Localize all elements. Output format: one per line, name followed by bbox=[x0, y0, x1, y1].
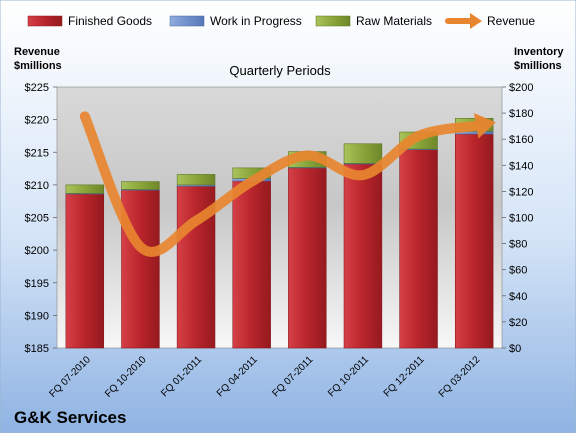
y-right-tick-label: $60 bbox=[509, 265, 527, 277]
y-right-axis-title-line1: Inventory bbox=[514, 46, 564, 58]
bar-raw-materials bbox=[343, 143, 383, 164]
y-right-tick-label: $180 bbox=[509, 108, 533, 120]
legend: Finished Goods Work in Progress Raw Mate… bbox=[27, 13, 535, 29]
chart-title: Quarterly Periods bbox=[229, 63, 331, 78]
legend-label-revenue: Revenue bbox=[487, 14, 535, 28]
y-left-tick-label: $200 bbox=[25, 245, 49, 257]
bars bbox=[65, 118, 494, 349]
y-left-tick-label: $220 bbox=[25, 115, 49, 127]
company-name: G&K Services bbox=[14, 408, 126, 427]
y-right-tick-label: $100 bbox=[509, 213, 533, 225]
y-right-axis-title-line2: $millions bbox=[514, 60, 562, 72]
legend-swatch-work-in-progress bbox=[169, 15, 205, 27]
y-right-tick-label: $0 bbox=[509, 343, 521, 355]
legend-item-finished-goods: Finished Goods bbox=[27, 14, 152, 28]
legend-item-raw-materials: Raw Materials bbox=[315, 14, 432, 28]
y-left-tick-label: $210 bbox=[25, 180, 49, 192]
y-left-tick-label: $205 bbox=[25, 213, 49, 225]
bar-finished-goods bbox=[343, 163, 383, 349]
y-right-tick-label: $200 bbox=[509, 82, 533, 94]
legend-item-work-in-progress: Work in Progress bbox=[169, 14, 302, 28]
legend-label-work-in-progress: Work in Progress bbox=[210, 14, 302, 28]
y-left-tick-label: $190 bbox=[25, 310, 49, 322]
y-right-ticks: $0 $20 $40 $60 $80 $100 $120 $140 $160 $180 $200 bbox=[502, 82, 533, 355]
bar-finished-goods bbox=[232, 180, 271, 349]
bar-finished-goods bbox=[454, 133, 494, 349]
y-left-tick-label: $185 bbox=[25, 343, 49, 355]
bar-raw-materials bbox=[121, 181, 160, 190]
y-right-tick-label: $20 bbox=[509, 317, 527, 329]
y-left-tick-label: $225 bbox=[25, 82, 49, 94]
bar-finished-goods bbox=[121, 189, 160, 349]
legend-label-finished-goods: Finished Goods bbox=[68, 14, 152, 28]
y-right-tick-label: $40 bbox=[509, 291, 527, 303]
legend-swatch-finished-goods bbox=[27, 15, 63, 27]
revenue-arrowhead bbox=[473, 113, 496, 139]
y-left-axis-title-line2: $millions bbox=[14, 60, 62, 72]
legend-arrow-revenue bbox=[470, 13, 482, 29]
y-left-tick-label: $195 bbox=[25, 278, 49, 290]
legend-swatch-raw-materials bbox=[315, 15, 351, 27]
revenue-line bbox=[79, 111, 480, 257]
y-right-tick-label: $80 bbox=[509, 239, 527, 251]
bar-raw-materials bbox=[176, 174, 216, 186]
y-right-tick-label: $160 bbox=[509, 134, 533, 146]
bar-finished-goods bbox=[288, 167, 327, 349]
legend-item-revenue: Revenue bbox=[445, 13, 535, 29]
legend-label-raw-materials: Raw Materials bbox=[356, 14, 432, 28]
y-left-ticks: $185 $190 $195 $200 $205 $210 $215 $220 $225 bbox=[25, 82, 57, 355]
y-left-axis-title-line1: Revenue bbox=[14, 46, 60, 58]
y-right-tick-label: $120 bbox=[509, 186, 533, 198]
bar-finished-goods bbox=[399, 149, 438, 349]
bar-finished-goods bbox=[65, 193, 105, 349]
y-right-tick-label: $140 bbox=[509, 160, 533, 172]
y-left-tick-label: $215 bbox=[25, 147, 49, 159]
bar-raw-materials bbox=[65, 184, 105, 194]
revenue-series bbox=[79, 111, 496, 257]
